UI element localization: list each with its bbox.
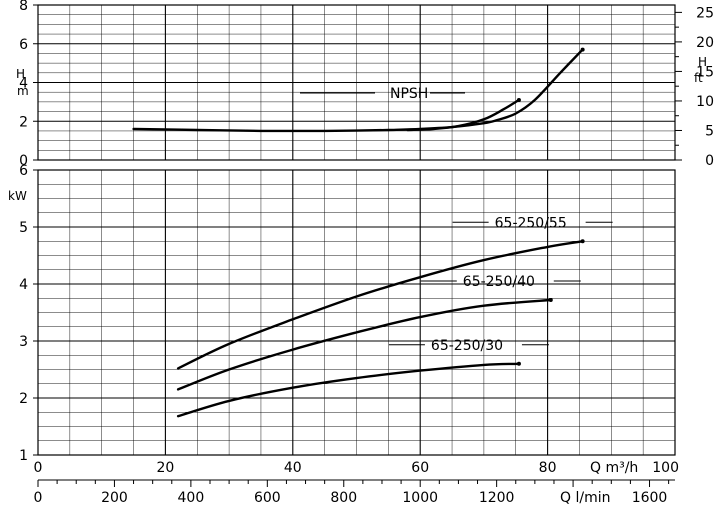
power-y-unit-label: kW [8,189,27,203]
npsh-left-tick-label: 0 [19,153,28,169]
npsh-left-tick-label: 2 [19,114,28,130]
npsh-secondary-curve-end-point [516,97,521,102]
power-series-label: 65-250/40 [463,274,535,290]
x-lmin-tick-label: 1200 [479,490,515,506]
npsh-curve-end-point [580,47,585,52]
power-series-label: 65-250/55 [495,215,567,231]
power-curve-0-end-point [580,239,585,244]
x-axis-m3h: 0 20 40 60 80 100 [34,460,679,476]
npsh-left-unit-m: m [17,84,29,98]
power-curves [176,239,585,418]
npsh-right-axis: 0 5 10 15 20 25 [675,5,714,169]
power-curve-2-end-point [516,361,521,366]
power-series-labels: 65-250/55 65-250/40 65-250/30 [388,215,613,354]
npsh-series-label: NPSH [390,86,428,102]
power-curve-1 [176,298,552,391]
x-axis-lmin-label: Q l/min [560,490,610,506]
x-lmin-tick-label: 0 [34,490,43,506]
power-panel-frame [37,169,676,456]
npsh-grid [38,5,675,160]
power-series-label: 65-250/30 [431,338,503,354]
npsh-left-tick-label: 6 [19,37,28,53]
x-m3h-tick-label: 0 [34,460,43,476]
npsh-right-tick-label: 15 [696,64,714,80]
x-m3h-tick-label: 60 [411,460,429,476]
npsh-label-group: NPSH [300,86,465,102]
x-m3h-tick-label: 80 [539,460,557,476]
power-curve-2 [176,362,521,418]
npsh-left-tick-label: 4 [19,76,28,92]
npsh-right-tick-label: 20 [696,35,714,51]
x-lmin-tick-label: 400 [178,490,205,506]
x-lmin-tick-label: 600 [254,490,281,506]
npsh-right-tick-label: 10 [696,94,714,110]
power-y-tick-label: 3 [19,334,28,350]
npsh-secondary-curve [406,98,521,132]
power-y-tick-label: 6 [19,163,28,179]
power-curve-0 [176,240,584,370]
npsh-curve [132,48,584,133]
x-m3h-tick-label: 100 [652,460,679,476]
npsh-left-axis: 0 2 4 6 8 [19,0,38,169]
x-lmin-tick-label: 1600 [632,490,668,506]
x-m3h-tick-label: 20 [156,460,174,476]
power-y-tick-label: 5 [19,220,28,236]
npsh-right-tick-label: 25 [696,5,714,21]
x-m3h-tick-label: 40 [284,460,302,476]
npsh-right-tick-label: 5 [705,123,714,139]
npsh-right-unit-ft: ft [694,71,703,85]
x-axis-lmin: 0 200 400 600 800 1000 1200 1600 [34,479,675,506]
power-y-axis: 1 2 3 4 5 6 [19,163,38,464]
x-lmin-tick-label: 200 [101,490,128,506]
npsh-curves [132,47,585,133]
x-lmin-tick-label: 1000 [402,490,438,506]
npsh-left-tick-label: 8 [19,0,28,14]
power-y-tick-label: 2 [19,391,28,407]
x-lmin-tick-label: 800 [330,490,357,506]
power-y-tick-label: 1 [19,448,28,464]
x-axis-m3h-label: Q m³/h [590,460,638,476]
npsh-right-unit-h: H [698,55,707,69]
power-grid [38,170,675,455]
npsh-left-unit-h: H [16,67,25,81]
power-y-tick-label: 4 [19,277,28,293]
npsh-right-tick-label: 0 [705,153,714,169]
power-curve-1-end-point [548,297,553,302]
